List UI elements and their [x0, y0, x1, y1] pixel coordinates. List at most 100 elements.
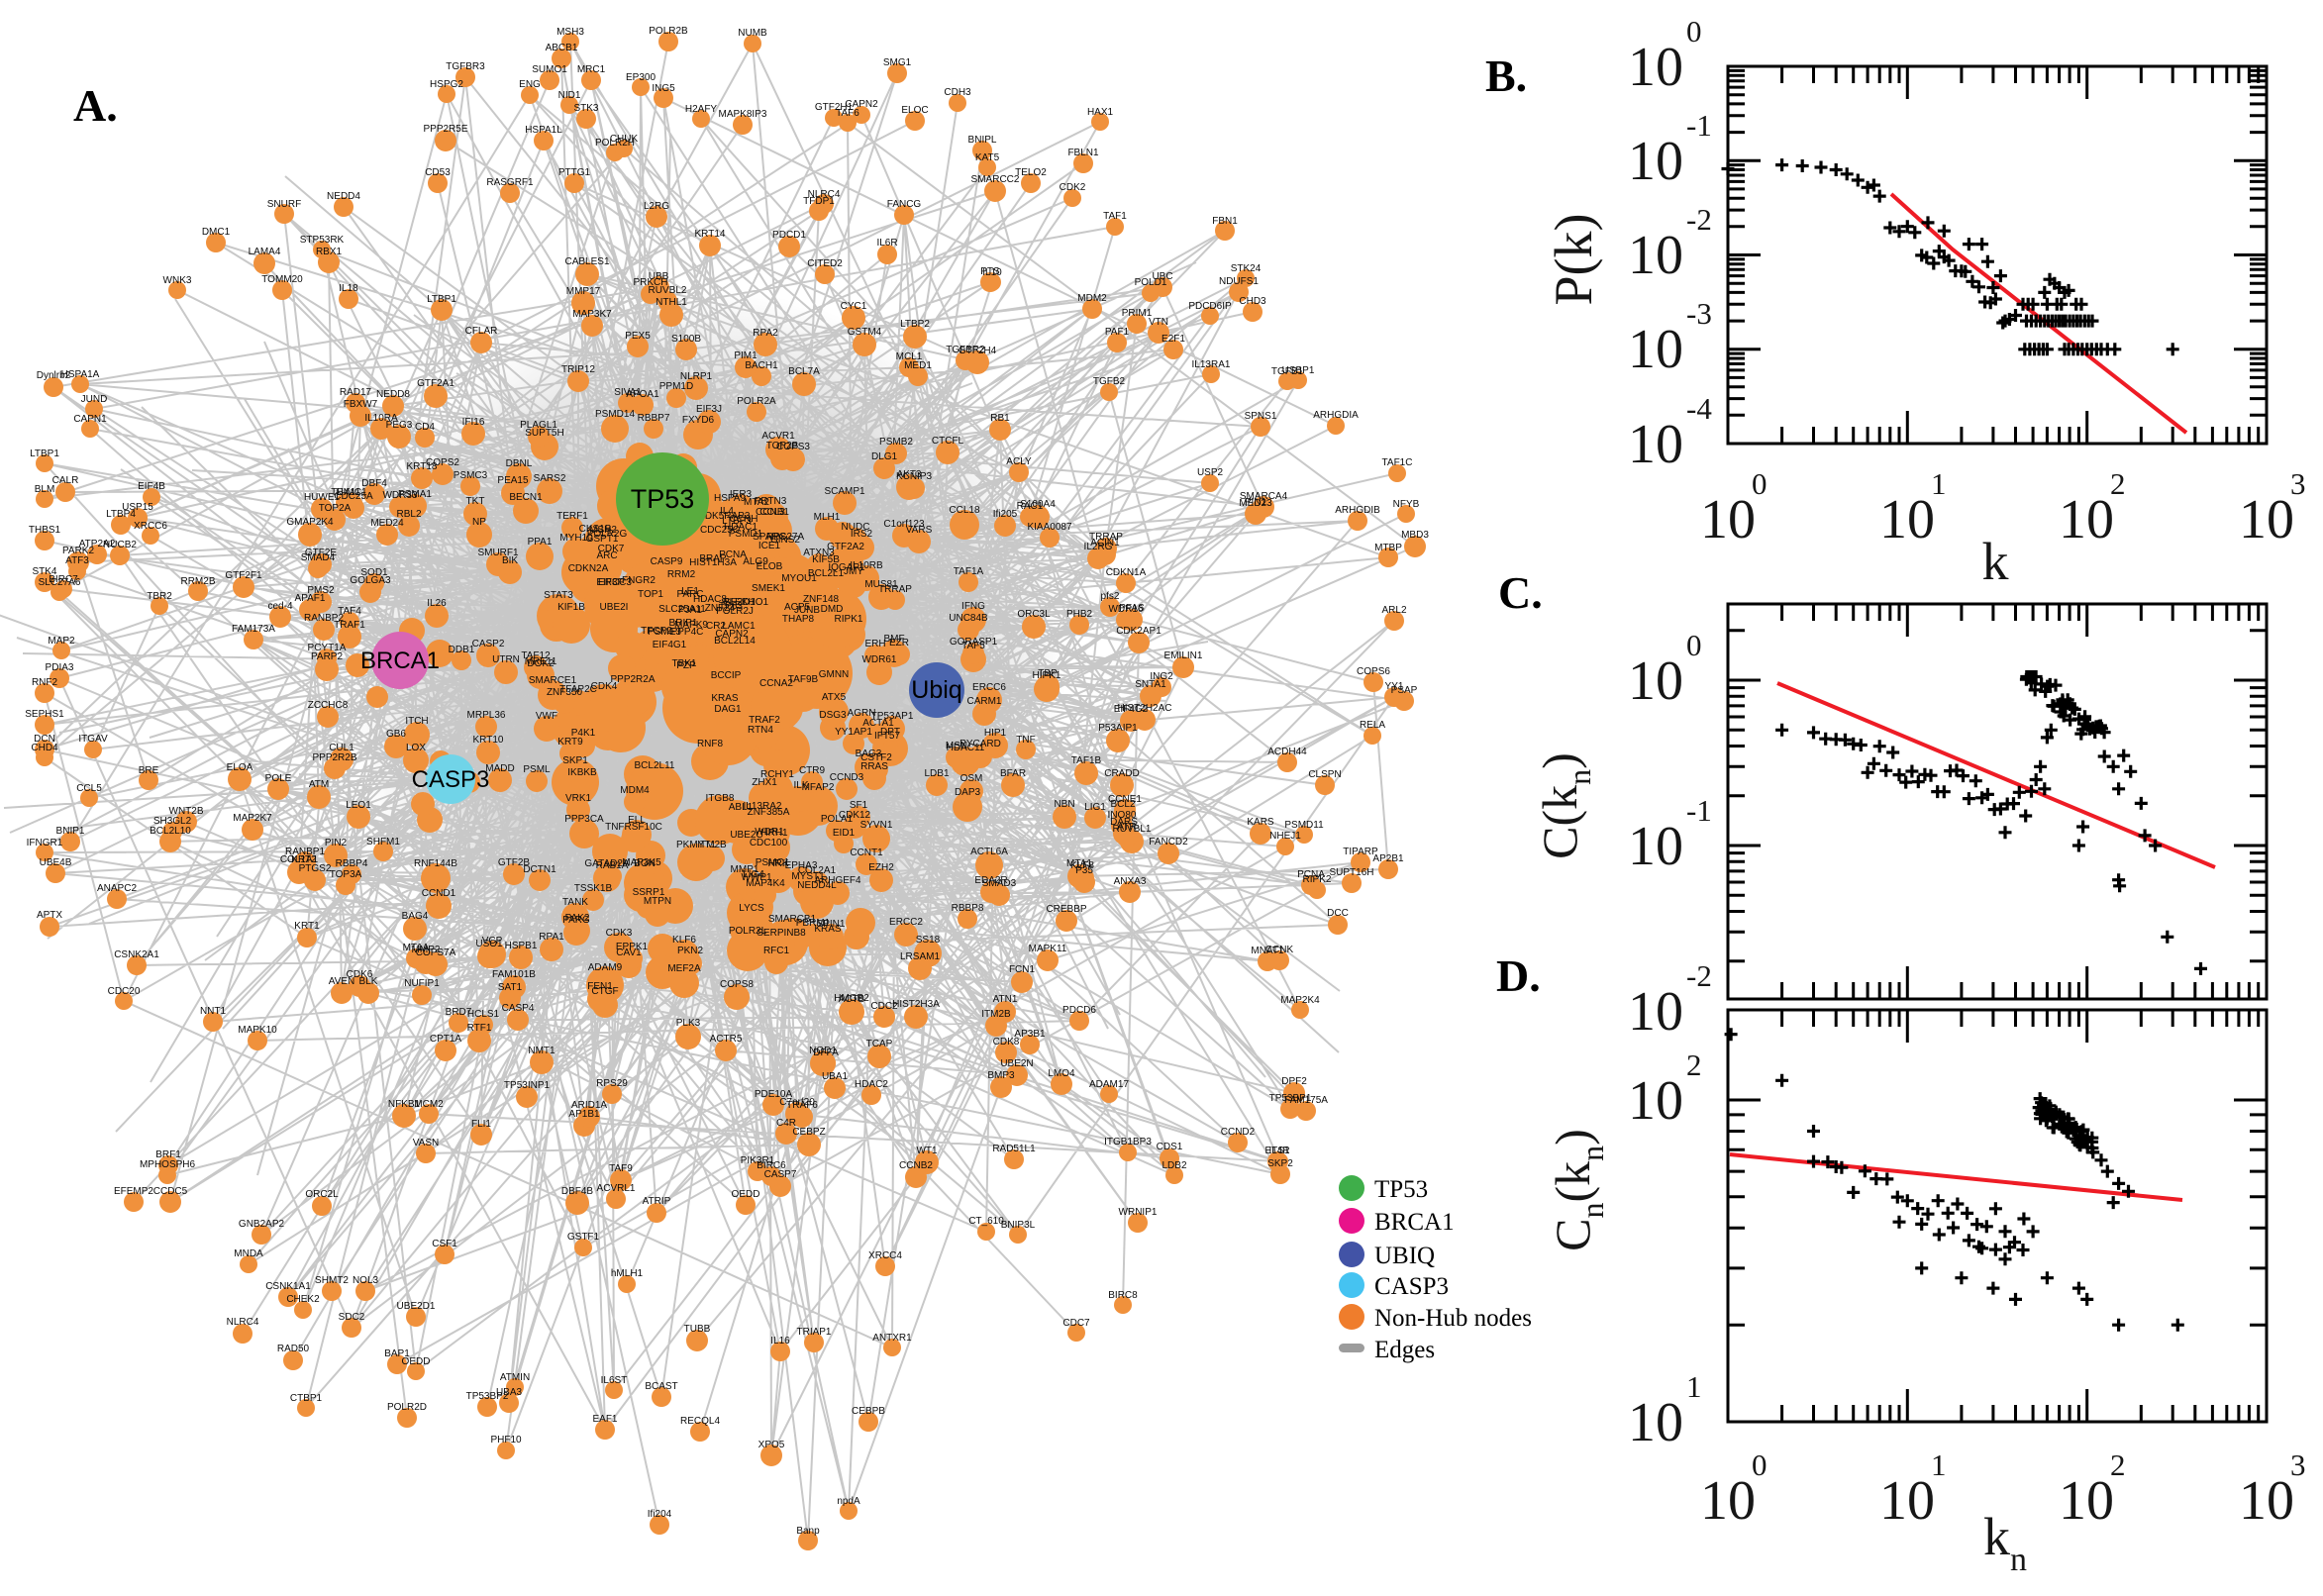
svg-text:SKP1: SKP1 [562, 755, 588, 766]
svg-text:BCL2L10: BCL2L10 [150, 826, 191, 837]
svg-text:NHEJ1: NHEJ1 [1269, 831, 1301, 842]
svg-text:10: 10 [1628, 816, 1683, 877]
svg-text:PKMYT1: PKMYT1 [676, 840, 716, 850]
svg-text:XRCC6: XRCC6 [134, 521, 167, 532]
svg-text:WRNIP1: WRNIP1 [1119, 1207, 1158, 1218]
svg-text:HIP1: HIP1 [984, 728, 1007, 739]
svg-text:SSRP1: SSRP1 [633, 887, 665, 898]
svg-text:KLF8: KLF8 [1070, 860, 1094, 871]
svg-text:TBK1: TBK1 [671, 658, 696, 669]
svg-text:CDKN1A: CDKN1A [1106, 567, 1147, 578]
svg-text:CCND1: CCND1 [422, 888, 456, 899]
svg-text:10: 10 [1879, 489, 1935, 550]
svg-text:SPARC: SPARC [753, 532, 786, 543]
svg-text:NP: NP [472, 517, 486, 528]
svg-text:WDR16: WDR16 [1108, 604, 1143, 615]
svg-text:RUVBL2: RUVBL2 [649, 285, 687, 296]
svg-text:MBD3: MBD3 [1401, 530, 1429, 541]
svg-text:ATM: ATM [309, 779, 329, 790]
svg-text:RNF8: RNF8 [697, 739, 724, 749]
svg-text:CARM1: CARM1 [966, 696, 1001, 707]
svg-text:CDC20: CDC20 [108, 986, 141, 997]
svg-text:SMARCE1: SMARCE1 [529, 675, 577, 686]
svg-text:SNURF: SNURF [267, 199, 301, 210]
svg-text:FBLN1: FBLN1 [1067, 148, 1099, 158]
svg-text:TBP: TBP [1038, 668, 1058, 679]
svg-text:UBE4B: UBE4B [40, 857, 72, 868]
svg-text:IQGAP1: IQGAP1 [828, 562, 865, 573]
svg-text:pfs2: pfs2 [1101, 591, 1120, 602]
svg-text:ICE1: ICE1 [758, 541, 781, 551]
svg-text:POLR2D: POLR2D [387, 1402, 427, 1413]
svg-text:BRF1: BRF1 [155, 1149, 181, 1160]
svg-text:ELOB: ELOB [757, 561, 783, 572]
svg-text:MSN: MSN [946, 741, 967, 751]
svg-text:JMY: JMY [844, 566, 863, 577]
svg-text:CTBP1: CTBP1 [290, 1393, 323, 1404]
svg-text:10: 10 [1628, 981, 1683, 1043]
svg-text:USO1: USO1 [475, 939, 503, 949]
svg-text:BLM: BLM [35, 484, 55, 495]
svg-text:UBB: UBB [649, 271, 669, 282]
svg-text:HSPA1L: HSPA1L [525, 125, 562, 136]
svg-text:Ifi204: Ifi204 [648, 1509, 672, 1520]
svg-text:BCL7A: BCL7A [788, 366, 820, 377]
svg-text:0: 0 [1752, 466, 1768, 501]
svg-text:TAF5: TAF5 [961, 641, 985, 651]
svg-text:PFAS: PFAS [1119, 603, 1145, 614]
svg-text:TRRAP: TRRAP [878, 584, 912, 595]
svg-text:HDAC11: HDAC11 [947, 743, 985, 753]
svg-text:CITED2: CITED2 [807, 258, 843, 269]
svg-text:SUPT16H: SUPT16H [1329, 867, 1373, 878]
svg-text:NEDD8: NEDD8 [376, 389, 410, 400]
svg-text:PSML: PSML [523, 764, 551, 775]
svg-text:USP2: USP2 [1197, 467, 1224, 478]
svg-text:COL1A1: COL1A1 [280, 854, 319, 865]
svg-text:RBBP8: RBBP8 [952, 903, 984, 914]
svg-text:GINS2: GINS2 [770, 535, 800, 546]
svg-text:PDE10A: PDE10A [755, 1089, 793, 1100]
svg-text:GTF2H1: GTF2H1 [815, 102, 854, 113]
svg-text:PIN2: PIN2 [325, 838, 348, 848]
svg-text:MADD: MADD [485, 763, 514, 774]
svg-text:PMS2: PMS2 [307, 585, 335, 596]
svg-text:AKT3: AKT3 [896, 469, 921, 480]
svg-text:MAP4K4: MAP4K4 [746, 878, 785, 889]
svg-text:VASN: VASN [413, 1138, 440, 1148]
svg-text:CABLES1: CABLES1 [564, 256, 609, 267]
svg-text:RAB1A: RAB1A [596, 860, 629, 871]
svg-text:TNFRSF10C: TNFRSF10C [605, 822, 662, 833]
svg-text:RPS27A: RPS27A [766, 532, 805, 543]
svg-text:ARL2: ARL2 [1381, 605, 1406, 616]
svg-text:MSH2: MSH2 [589, 525, 617, 536]
svg-text:MAPK8IP3: MAPK8IP3 [719, 109, 767, 120]
svg-text:TAF1A: TAF1A [954, 566, 984, 577]
svg-text:PPM1D: PPM1D [659, 381, 693, 392]
svg-text:SARS2: SARS2 [534, 473, 566, 484]
svg-text:FAM173A: FAM173A [232, 624, 275, 635]
svg-text:IL10RA: IL10RA [364, 413, 398, 424]
svg-text:APOA1: APOA1 [626, 389, 659, 400]
svg-text:HIST1H3A: HIST1H3A [689, 557, 737, 568]
svg-text:MED1: MED1 [904, 360, 932, 371]
svg-text:TUBB: TUBB [684, 1324, 711, 1335]
svg-text:CASP3: CASP3 [1374, 1273, 1449, 1300]
svg-text:CCNB2: CCNB2 [899, 1160, 933, 1171]
svg-text:LE1: LE1 [681, 586, 699, 597]
svg-text:DFFA: DFFA [813, 1047, 839, 1058]
svg-text:NMT1: NMT1 [528, 1046, 556, 1056]
svg-text:TP53BP2: TP53BP2 [466, 1391, 509, 1402]
svg-text:PAF1: PAF1 [1105, 327, 1130, 338]
svg-text:SE2D1: SE2D1 [724, 597, 756, 608]
svg-text:PLK3: PLK3 [676, 1018, 701, 1029]
svg-text:RANBP2: RANBP2 [304, 613, 344, 624]
svg-text:CDK2AP1: CDK2AP1 [1116, 626, 1162, 637]
svg-text:BNIPL: BNIPL [968, 135, 997, 146]
svg-text:SPNS1: SPNS1 [1245, 411, 1277, 422]
svg-text:CASP7: CASP7 [764, 1169, 797, 1180]
svg-text:AP2B1: AP2B1 [1372, 853, 1404, 864]
svg-text:IL18: IL18 [339, 283, 358, 294]
svg-text:ATP2A2: ATP2A2 [79, 539, 116, 549]
svg-text:BIK: BIK [502, 555, 518, 566]
svg-text:10: 10 [1628, 319, 1683, 380]
